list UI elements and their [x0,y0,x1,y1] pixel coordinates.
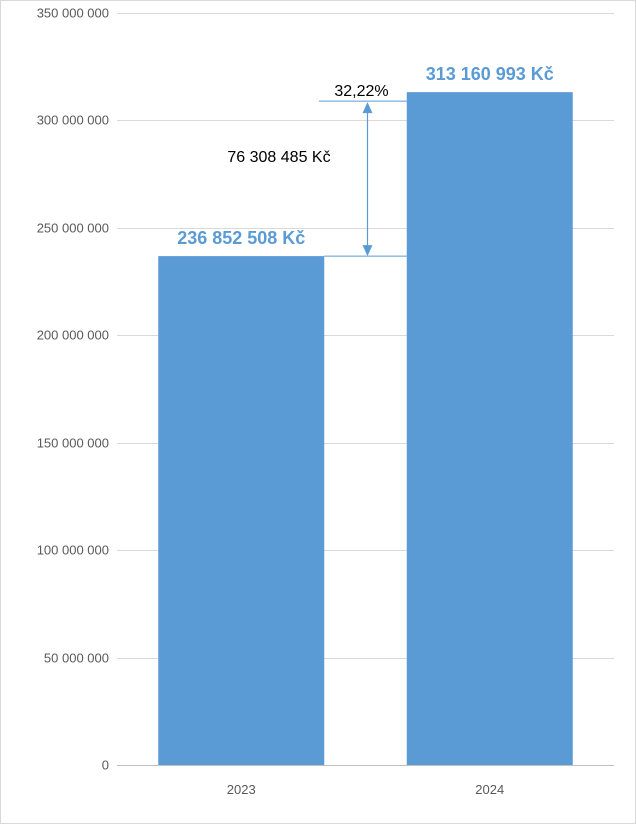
x-tick-label: 2024 [475,782,504,797]
bar-2024 [407,92,573,765]
data-label: 313 160 993 Kč [426,64,554,84]
y-tick-label: 0 [102,758,109,773]
y-tick-label: 250 000 000 [37,221,109,236]
y-tick-label: 150 000 000 [37,436,109,451]
bars [158,92,573,765]
y-tick-label: 200 000 000 [37,328,109,343]
difference-value-label: 76 308 485 Kč [227,149,330,166]
y-tick-label: 50 000 000 [44,651,109,666]
x-axis-tick-labels: 2023 2024 [227,782,504,797]
arrow-head-up [363,102,373,113]
x-tick-label: 2023 [227,782,256,797]
y-tick-label: 100 000 000 [37,543,109,558]
y-tick-label: 350 000 000 [37,6,109,21]
data-label: 236 852 508 Kč [177,228,305,248]
bar-2023 [158,256,324,765]
y-tick-label: 300 000 000 [37,113,109,128]
arrow-head-down [363,245,373,256]
percent-change-label: 32,22% [334,83,388,100]
y-axis-tick-labels: 0 50 000 000 100 000 000 150 000 000 200 000… [37,6,109,773]
